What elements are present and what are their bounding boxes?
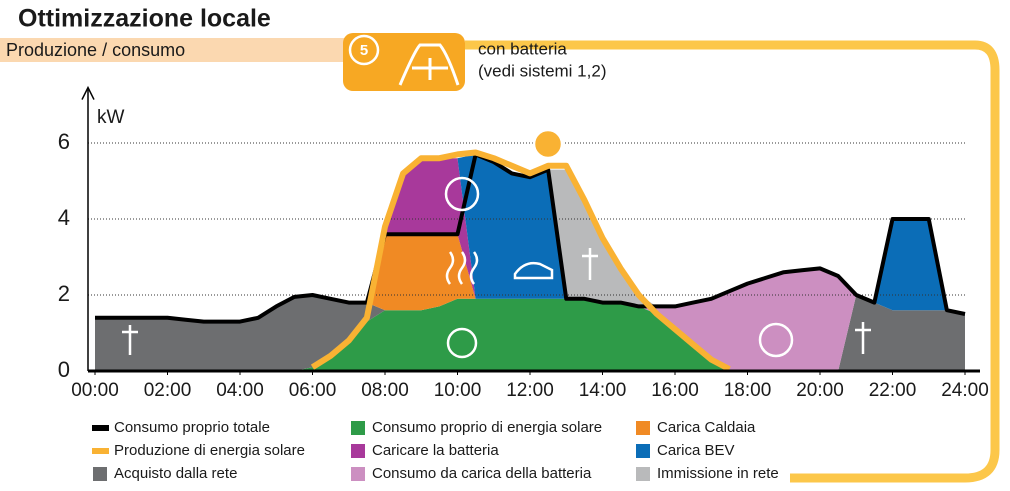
sun-icon [532, 128, 564, 160]
car-icon [513, 261, 554, 280]
legend-label: Carica BEV [657, 442, 735, 459]
x-tick-label: 04:00 [216, 380, 264, 401]
area [95, 268, 965, 371]
x-tick-label: 14:00 [579, 380, 627, 401]
y-axis-label: kW [97, 107, 125, 128]
legend-label: Acquisto dalla rete [114, 465, 237, 482]
x-tick-label: 12:00 [506, 380, 554, 401]
plot: 0 2 4 6 00:00 02:00 04:00 06:00 08:00 10:00 12:00 1… [58, 85, 989, 482]
legend-swatch [636, 467, 650, 481]
frame [465, 40, 1000, 483]
x-tick-label: 22:00 [869, 380, 917, 401]
badge-icon [398, 43, 460, 86]
x-tick-label: 08:00 [361, 380, 409, 401]
battery-icon [758, 322, 794, 358]
x-tick-label: 00:00 [71, 380, 119, 401]
x-tick-label: 02:00 [144, 380, 192, 401]
x-tick-label: 20:00 [796, 380, 844, 401]
x-tick-label: 18:00 [724, 380, 772, 401]
area [95, 298, 965, 371]
grid-icon [122, 248, 871, 355]
x-tick-label: 24:00 [941, 380, 989, 401]
x-tick-label: 10:00 [434, 380, 482, 401]
battery-icon [444, 176, 480, 212]
y-axis-arrow [81, 85, 95, 100]
legend-swatch [93, 467, 107, 481]
legend-label: Consumo proprio di energia solare [372, 419, 602, 436]
legend-label: Consumo da carica della batteria [372, 465, 592, 482]
x-tick-label: 06:00 [289, 380, 337, 401]
subtitle-band [0, 38, 345, 62]
legend-swatch [351, 421, 365, 435]
line [95, 152, 966, 324]
legend-swatch [92, 448, 109, 454]
legend-label: Consumo proprio totale [114, 419, 270, 436]
y-tick-label: 4 [58, 205, 70, 230]
legend-swatch [636, 421, 650, 435]
legend-swatch [92, 425, 109, 431]
y-tick-label: 0 [58, 357, 70, 382]
legend-label: Caricare la batteria [372, 442, 499, 459]
badge-number: 5 [360, 42, 368, 59]
legend-label: Produzione di energia solare [114, 442, 305, 459]
chart-subtitle: Produzione / consumo [6, 40, 185, 60]
y-tick-label: 2 [58, 281, 70, 306]
legend-swatch [351, 444, 365, 458]
legend-swatch [636, 444, 650, 458]
boiler-icon [445, 251, 479, 285]
legend-label: Immissione in rete [657, 465, 779, 482]
y-tick-label: 6 [58, 129, 70, 154]
line [310, 149, 731, 372]
badge-circle [348, 34, 380, 66]
note: con batteria [478, 39, 567, 58]
area [95, 154, 965, 322]
area [95, 295, 965, 371]
house-icon [446, 327, 478, 359]
legend-label: Carica Caldaia [657, 419, 756, 436]
icons [122, 128, 871, 359]
note: (vedi sistemi 1,2) [478, 61, 606, 80]
legend-swatch [351, 467, 365, 481]
chart-title: Ottimizzazione locale [18, 5, 271, 33]
x-tick-label: 16:00 [651, 380, 699, 401]
